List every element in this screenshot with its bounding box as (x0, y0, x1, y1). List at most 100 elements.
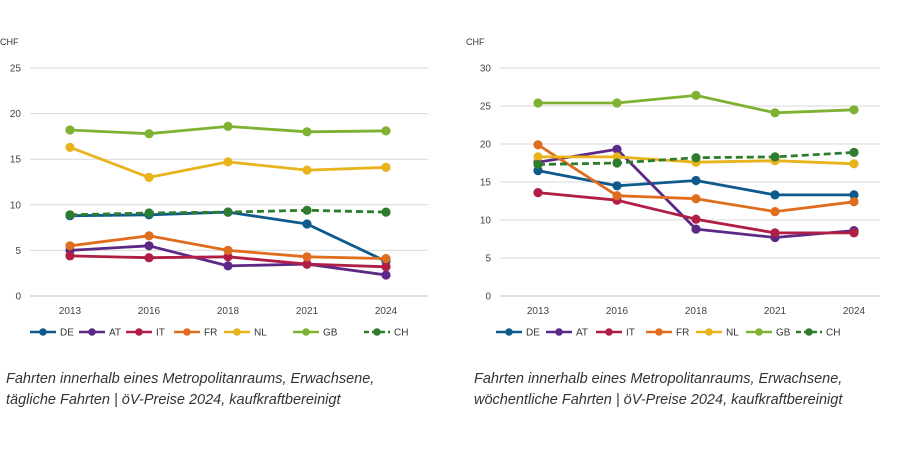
legend-marker-gb (302, 328, 310, 336)
y-tick-label: 15 (480, 178, 492, 189)
data-point-it (144, 253, 154, 263)
data-point-fr (65, 241, 75, 251)
caption-daily-line2: tägliche Fahrten | öV-Preise 2024, kaufk… (6, 392, 341, 408)
y-tick-label: 15 (10, 155, 22, 166)
data-point-de (691, 175, 701, 186)
legend-label-at: AT (109, 328, 121, 339)
x-tick-label: 2018 (217, 306, 240, 317)
data-point-fr (381, 254, 391, 264)
x-tick-label: 2013 (527, 306, 550, 317)
legend-label-nl: NL (726, 328, 739, 339)
data-point-ch (612, 158, 622, 168)
x-tick-label: 2021 (296, 306, 319, 317)
data-point-de (770, 190, 780, 200)
data-point-fr (691, 194, 701, 204)
legend-marker-gb (755, 328, 763, 336)
data-point-gb (381, 126, 391, 136)
caption-weekly-line2: wöchentliche Fahrten | öV-Preise 2024, k… (474, 392, 843, 408)
data-point-it (381, 262, 391, 272)
data-point-de (849, 190, 859, 200)
data-point-ch (691, 153, 701, 163)
legend-marker-nl (233, 328, 241, 336)
legend-marker-it (605, 328, 613, 336)
data-point-it (849, 228, 859, 238)
data-point-it (223, 252, 233, 262)
caption-daily-line1: Fahrten innerhalb eines Metropolitanraum… (6, 371, 375, 387)
legend-label-ch: CH (394, 328, 408, 339)
legend-marker-ch (805, 328, 813, 336)
data-point-gb (223, 121, 233, 131)
data-point-nl (223, 157, 233, 167)
data-point-fr (533, 140, 543, 150)
y-tick-label: 25 (10, 64, 22, 75)
data-point-it (302, 259, 312, 269)
data-point-ch (533, 159, 543, 170)
legend-marker-fr (183, 328, 191, 336)
y-tick-label: 0 (15, 292, 21, 303)
data-point-nl (533, 152, 543, 162)
data-point-fr (770, 207, 780, 217)
data-point-fr (302, 252, 312, 262)
chart-weekly: CHF 0 5 10 15 20 25 30 2013 2016 2018 2021 2024 DE AT I… (466, 37, 880, 339)
legend-label-at: AT (576, 328, 588, 339)
legend-label-it: IT (626, 328, 635, 339)
data-point-fr (849, 197, 859, 207)
data-point-ch (770, 152, 780, 162)
legend-label-fr: FR (204, 328, 217, 339)
data-point-gb (144, 129, 154, 139)
data-point-nl (65, 142, 75, 152)
data-point-ch (65, 210, 75, 220)
data-point-gb (691, 90, 701, 100)
legend-label-de: DE (526, 328, 540, 339)
x-tick-label: 2016 (138, 306, 161, 317)
y-tick-label: 5 (15, 246, 21, 257)
data-point-nl (144, 172, 154, 182)
legend-marker-de (505, 328, 513, 336)
y-tick-label: 20 (10, 109, 22, 120)
legend-label-it: IT (156, 328, 165, 339)
data-point-at (612, 144, 622, 154)
data-point-at (223, 261, 233, 271)
data-point-fr (144, 231, 154, 241)
legend-label-de: DE (60, 328, 74, 339)
x-tick-label: 2024 (843, 306, 866, 317)
data-point-ch (302, 205, 312, 215)
data-point-it (691, 214, 701, 224)
data-point-it (65, 251, 75, 261)
data-point-ch (381, 207, 391, 217)
caption-weekly: Fahrten innerhalb eines Metropolitanraum… (474, 369, 894, 411)
y-tick-label: 0 (485, 292, 491, 303)
data-point-it (770, 228, 780, 238)
chart-daily: CHF 0 5 10 15 20 25 2013 2016 2018 2021 2024 DE AT IT F… (0, 37, 428, 339)
legend-label-gb: GB (776, 328, 791, 339)
data-point-gb (849, 105, 859, 115)
y-tick-label: 10 (10, 200, 22, 211)
y-tick-label: 25 (480, 102, 492, 113)
caption-daily: Fahrten innerhalb eines Metropolitanraum… (6, 369, 426, 411)
y-tick-label: 20 (480, 140, 492, 151)
legend-label-nl: NL (254, 328, 267, 339)
data-point-at (381, 270, 391, 280)
x-tick-label: 2016 (606, 306, 629, 317)
legend-label-gb: GB (323, 328, 338, 339)
x-tick-label: 2013 (59, 306, 82, 317)
y-axis-label: CHF (0, 37, 19, 47)
caption-weekly-line1: Fahrten innerhalb eines Metropolitanraum… (474, 371, 843, 387)
y-tick-label: 5 (485, 254, 491, 265)
data-point-at (691, 224, 701, 234)
data-point-ch (144, 208, 154, 218)
y-tick-label: 30 (480, 64, 492, 75)
legend-marker-ch (373, 328, 381, 336)
data-point-fr (612, 191, 622, 201)
data-point-fr (223, 245, 233, 255)
data-point-nl (302, 165, 312, 175)
data-point-it (533, 188, 543, 198)
data-point-de (302, 219, 312, 229)
data-point-ch (223, 207, 233, 217)
x-tick-label: 2018 (685, 306, 708, 317)
legend-label-ch: CH (826, 328, 840, 339)
data-point-gb (302, 127, 312, 137)
legend-marker-nl (705, 328, 713, 336)
legend-marker-it (135, 328, 143, 336)
